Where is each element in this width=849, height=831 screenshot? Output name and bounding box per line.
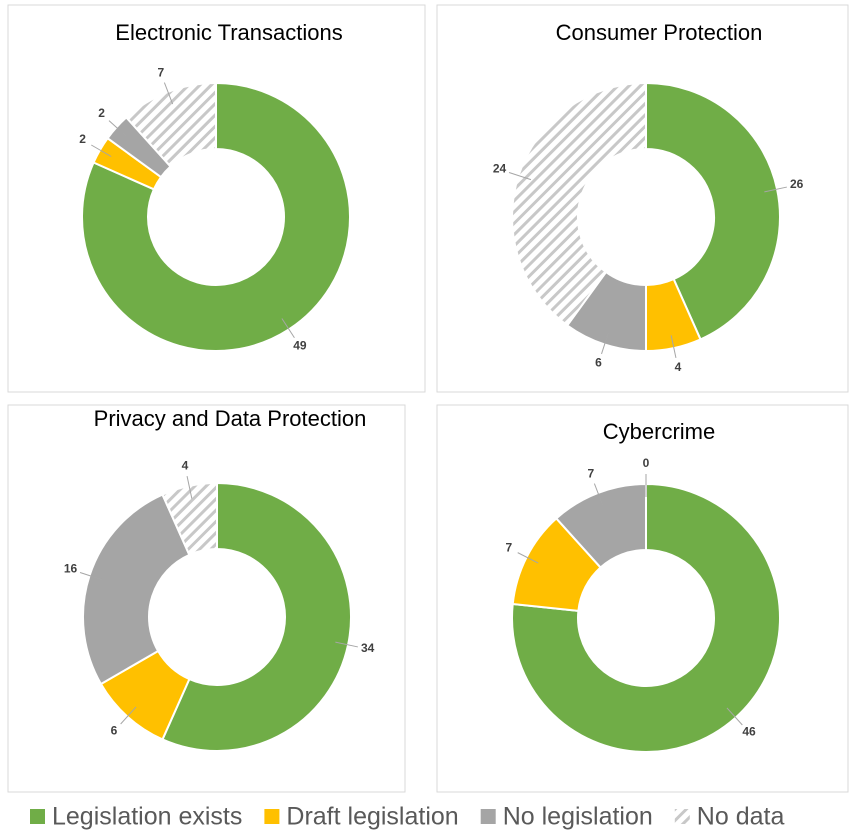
donut-segment: [511, 81, 647, 327]
donut-segment: [124, 81, 217, 168]
data-label: 6: [111, 724, 118, 738]
data-label: 4: [182, 459, 189, 473]
data-label: 49: [293, 338, 307, 352]
data-label: 7: [505, 540, 512, 554]
legend-label: Legislation exists: [52, 803, 242, 831]
legend-swatch: [30, 809, 45, 824]
donut-segment: [511, 482, 781, 753]
leader-line: [670, 335, 677, 358]
donut-segment: [161, 481, 218, 557]
data-label: 6: [595, 356, 602, 370]
legend-swatch: [480, 809, 496, 824]
legend-swatch: [674, 809, 690, 824]
legend-label: No data: [697, 803, 785, 831]
data-label: 26: [790, 177, 804, 191]
data-label: 7: [587, 466, 594, 480]
leader-line: [120, 706, 137, 725]
leader-line: [508, 172, 532, 181]
data-label: 24: [493, 162, 507, 176]
data-label: 16: [64, 562, 78, 576]
leader-line: [726, 707, 743, 726]
data-label: 4: [675, 360, 682, 374]
leader-line: [108, 120, 127, 137]
leader-line: [601, 331, 610, 355]
data-label: 34: [361, 641, 375, 655]
donut-segment: [161, 481, 352, 752]
legend-label: No legislation: [503, 803, 653, 831]
chart-title: Electronic Transactions: [115, 20, 342, 45]
data-label: 7: [157, 65, 164, 79]
data-label: 2: [98, 106, 105, 120]
leader-line: [593, 483, 604, 506]
chart-title: Consumer Protection: [556, 20, 763, 45]
legend-label: Draft legislation: [286, 803, 458, 831]
donut-segment: [645, 81, 781, 341]
leader-line: [764, 186, 787, 193]
data-label: 0: [643, 456, 650, 470]
leader-line: [517, 552, 539, 564]
chart-title: Cybercrime: [603, 419, 715, 444]
leader-line: [281, 318, 295, 339]
legend-swatch: [264, 809, 280, 824]
leader-line: [91, 144, 112, 157]
data-label: 2: [79, 132, 86, 146]
chart-title: Privacy and Data Protection: [94, 406, 367, 431]
leader-line: [79, 572, 103, 581]
leader-line: [186, 476, 193, 499]
leader-line: [163, 82, 174, 105]
donut-segment: [81, 81, 351, 352]
data-label: 46: [742, 725, 756, 739]
donut-segment: [82, 493, 191, 686]
leader-line: [335, 641, 358, 648]
